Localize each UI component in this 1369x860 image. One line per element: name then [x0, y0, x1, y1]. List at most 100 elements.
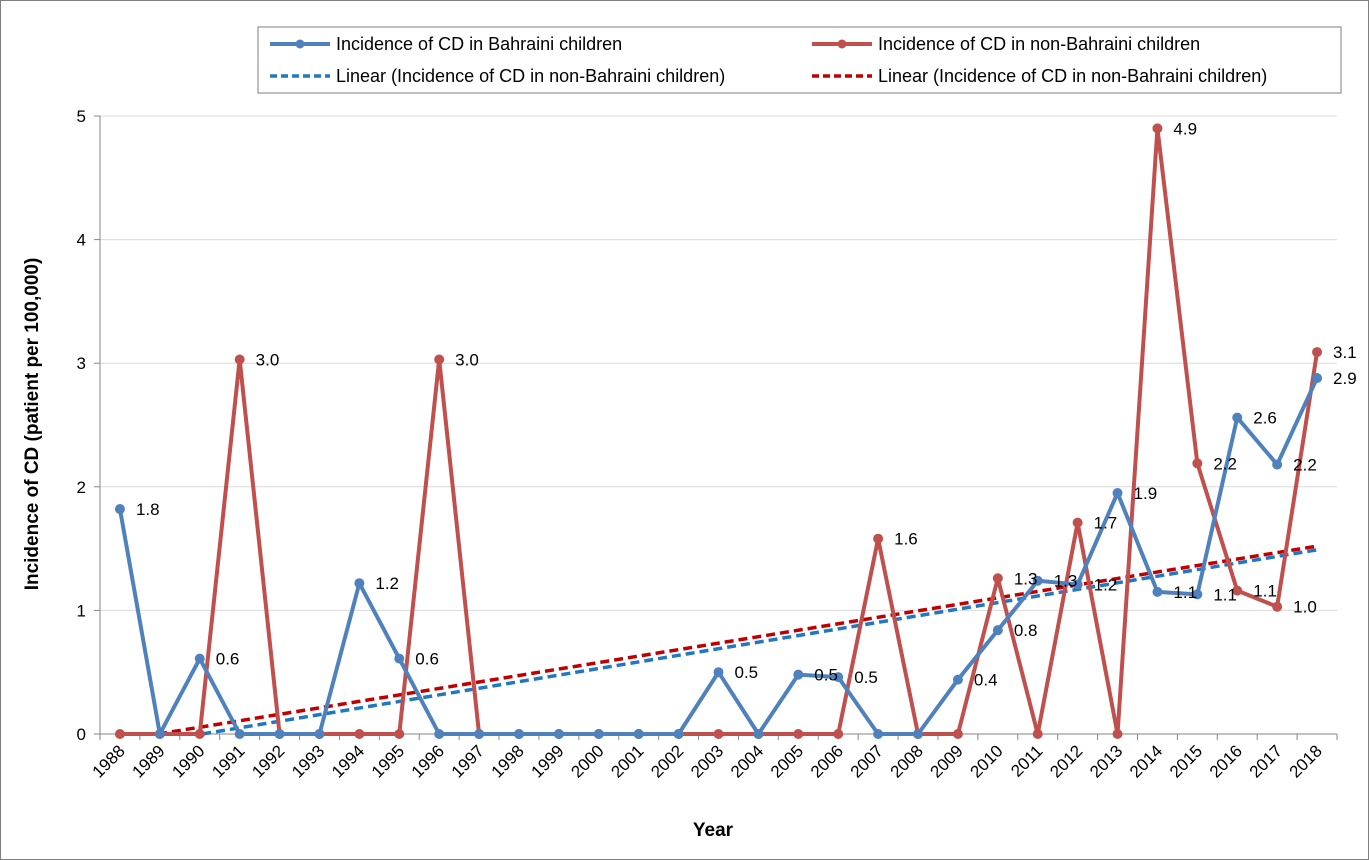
y-axis-title: Incidence of CD (patient per 100,000) — [22, 258, 43, 591]
series-0-point — [394, 653, 405, 664]
data-label: 1.6 — [894, 530, 918, 549]
series-1-point — [114, 729, 125, 739]
series-0-point — [274, 729, 285, 739]
series-0-point — [833, 672, 844, 683]
data-label: 1.7 — [1094, 514, 1118, 533]
legend-label-bahraini: Incidence of CD in Bahraini children — [336, 34, 622, 54]
y-tick-label: 5 — [77, 107, 86, 126]
x-tick-label: 1995 — [368, 741, 408, 781]
series-0-point — [633, 729, 644, 739]
legend-marker-non-bahraini — [837, 39, 847, 49]
series-1-point — [394, 729, 405, 739]
data-label: 0.6 — [216, 650, 240, 669]
legend: Incidence of CD in Bahraini children Inc… — [257, 26, 1342, 94]
series-0-point — [713, 667, 724, 678]
x-tick-label: 1996 — [408, 741, 448, 781]
data-label: 1.9 — [1134, 484, 1158, 503]
data-label: 1.8 — [136, 500, 160, 519]
data-label: 0.8 — [1014, 621, 1038, 640]
series-1-point — [434, 354, 445, 365]
series-1-point — [952, 729, 963, 739]
series-0-point — [1152, 586, 1163, 597]
series-1-point — [1032, 729, 1043, 739]
y-tick-label: 1 — [77, 601, 86, 620]
x-tick-label: 1997 — [448, 741, 488, 781]
series-1-point — [833, 729, 844, 739]
x-tick-label: 2000 — [567, 741, 607, 781]
series-0-point — [593, 729, 604, 739]
series-0-point — [1232, 412, 1243, 423]
series-0-point — [952, 674, 963, 685]
legend-marker-bahraini — [295, 39, 305, 49]
x-tick-label: 1992 — [248, 741, 288, 781]
legend-box — [257, 26, 1342, 94]
data-labels: 1.8 0.6 1.2 0.6 0.5 0.5 0.5 0.4 0.8 1.3 1.2 1.9 1.1 1… — [136, 119, 1357, 689]
x-tick-label: 1994 — [328, 741, 368, 781]
series-1-point — [1312, 347, 1323, 358]
series-0-point — [1192, 589, 1203, 600]
x-tick-label: 2011 — [1007, 741, 1046, 780]
trendline-0 — [201, 548, 1318, 736]
data-label: 3.0 — [455, 350, 479, 369]
y-tick-label: 3 — [77, 354, 86, 373]
x-tick-label: 2018 — [1286, 741, 1326, 781]
data-label: 1.2 — [1094, 575, 1118, 594]
x-tick-label: 2002 — [647, 741, 687, 781]
series-0-point — [114, 504, 125, 515]
series-0-point — [1312, 373, 1323, 384]
x-tick-label: 2006 — [807, 741, 847, 781]
series-1-point — [1192, 458, 1203, 469]
series-1-point — [1232, 585, 1243, 596]
x-tick-label: 2017 — [1246, 741, 1286, 781]
series-0-point — [1032, 575, 1043, 586]
y-tick-labels: 0 1 2 3 4 5 — [77, 107, 86, 744]
data-label: 4.9 — [1173, 119, 1197, 138]
series-0-point — [673, 729, 684, 739]
data-label: 1.1 — [1253, 582, 1277, 601]
x-tick-label: 1998 — [488, 741, 528, 781]
x-tick-label: 2009 — [927, 741, 967, 781]
series-0-point — [513, 729, 524, 739]
trendlines — [157, 544, 1318, 736]
series-1-point — [234, 354, 245, 365]
data-label: 1.0 — [1293, 598, 1317, 617]
data-label: 1.3 — [1054, 572, 1078, 591]
series-1-point — [873, 533, 884, 544]
series-0-point — [553, 729, 564, 739]
series-0-point — [154, 729, 165, 739]
x-tick-label: 1989 — [128, 741, 168, 781]
x-tick-label: 1993 — [288, 741, 328, 781]
data-label: 0.4 — [974, 671, 998, 690]
series-lines — [114, 123, 1323, 739]
series-0-point — [354, 578, 365, 589]
x-tick-label: 2015 — [1166, 741, 1206, 781]
series-0-point — [234, 729, 245, 739]
data-label: 1.1 — [1173, 583, 1197, 602]
x-tick-label: 2007 — [847, 741, 887, 781]
x-tick-label: 2004 — [727, 741, 767, 781]
series-1-point — [1072, 517, 1083, 528]
series-1-point — [1152, 123, 1163, 134]
x-tick-label: 2012 — [1046, 741, 1086, 781]
x-tick-label: 1990 — [168, 741, 208, 781]
data-label: 2.2 — [1213, 454, 1237, 473]
series-0-point — [194, 653, 205, 664]
x-tick-label: 2014 — [1126, 741, 1166, 781]
legend-label-non-bahraini: Incidence of CD in non-Bahraini children — [878, 34, 1200, 54]
series-0-point — [992, 625, 1003, 636]
series-0-point — [434, 729, 445, 739]
data-label: 0.6 — [415, 650, 439, 669]
x-tick-label: 2005 — [767, 741, 807, 781]
x-tick-label: 2001 — [607, 741, 647, 781]
series-0-point — [913, 729, 924, 739]
trendline-1 — [157, 544, 1318, 736]
series-1-point — [354, 729, 365, 739]
legend-label-trend-red: Linear (Incidence of CD in non-Bahraini … — [878, 66, 1267, 86]
data-label: 0.5 — [814, 666, 838, 685]
gridlines — [100, 115, 1337, 611]
series-0-point — [1112, 487, 1123, 498]
y-tick-label: 0 — [77, 725, 86, 744]
series-0-point — [753, 729, 764, 739]
series-1-point — [992, 573, 1003, 584]
